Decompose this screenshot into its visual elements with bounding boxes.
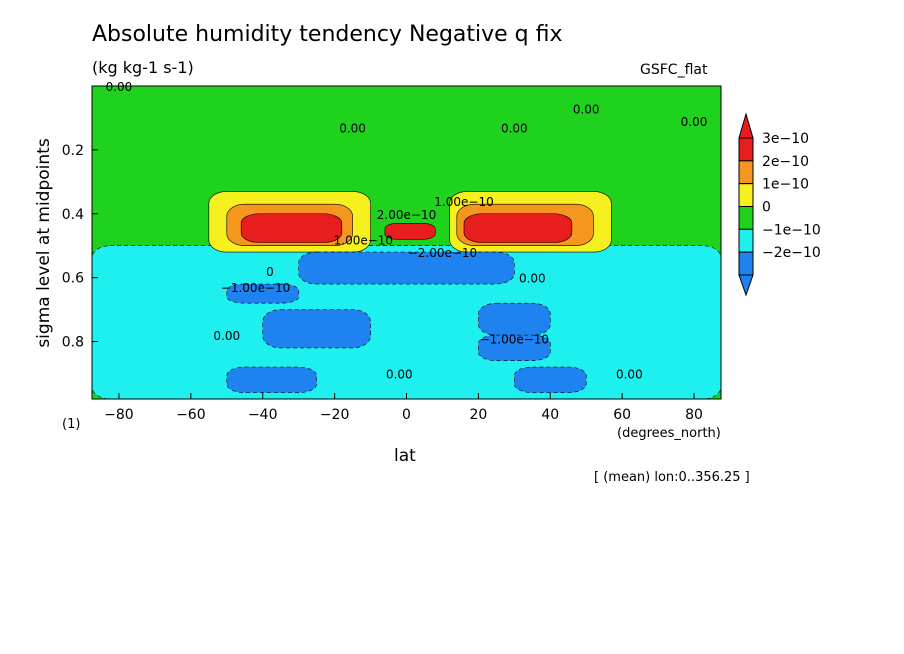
source-label: GSFC_flat: [640, 62, 708, 78]
y-tick-label: 0.2: [62, 143, 84, 159]
contour-label: −2.00e−10: [408, 246, 477, 260]
y-tick-label: 0.8: [62, 335, 84, 351]
contour-label: 0.00: [573, 102, 600, 116]
contour-label: 0.00: [106, 80, 133, 94]
contour-label: 0.00: [339, 122, 366, 136]
contour-label: −1.00e−10: [221, 281, 290, 295]
colorbar-segment: [738, 183, 754, 208]
contour-region: [226, 366, 317, 393]
colorbar-bottom-arrow: [738, 274, 754, 297]
colorbar-label: −2e−10: [762, 245, 821, 261]
colorbar-label: 0: [762, 200, 771, 216]
contour-region: [384, 223, 436, 240]
y-tick-label: 0.4: [62, 207, 84, 223]
x-tick-label: −60: [176, 407, 206, 423]
y-tick-label: 0.6: [62, 271, 84, 287]
chart-units: (kg kg-1 s-1): [92, 58, 194, 77]
colorbar-label: 2e−10: [762, 154, 809, 170]
contour-region: [478, 334, 551, 361]
colorbar-top-arrow: [738, 112, 754, 139]
contour-label: 0.00: [519, 272, 546, 286]
contour-region: [262, 309, 371, 349]
contour-label: 0.00: [681, 115, 708, 129]
contour-label: 0: [266, 265, 274, 279]
contour-label: 1.00e−10: [334, 233, 393, 247]
contour-region: [514, 366, 587, 393]
contour-region: [478, 302, 551, 336]
contour-label: −1.00e−10: [480, 332, 549, 346]
contour-label: 2.00e−10: [377, 208, 436, 222]
colorbar-segment: [738, 206, 754, 230]
colorbar-segment: [738, 137, 754, 162]
colorbar-label: 1e−10: [762, 177, 809, 193]
x-tick-label: 60: [613, 407, 631, 423]
x-tick-label: 80: [685, 407, 703, 423]
contour-label: 0.00: [213, 329, 240, 343]
x-tick-label: 0: [402, 407, 411, 423]
x-tick-label: 20: [469, 407, 487, 423]
y-axis-note: (1): [62, 417, 81, 432]
colorbar-label: 3e−10: [762, 131, 809, 147]
contour-region: [463, 213, 573, 243]
colorbar-label: −1e−10: [762, 222, 821, 238]
x-tick-label: 40: [541, 407, 559, 423]
mean-note: [ (mean) lon:0..356.25 ]: [594, 470, 750, 485]
contour-label: 0.00: [616, 367, 643, 381]
contour-label: 0.00: [501, 122, 528, 136]
colorbar-segment: [738, 251, 754, 276]
x-tick-label: −80: [104, 407, 134, 423]
contour-region: [298, 251, 515, 285]
x-axis-unit: (degrees_north): [617, 426, 721, 441]
x-axis-label: lat: [394, 446, 416, 466]
colorbar-segment: [738, 160, 754, 185]
contour-label: 1.00e−10: [434, 195, 493, 209]
colorbar-segment: [738, 228, 754, 253]
x-tick-label: −20: [320, 407, 350, 423]
chart-title: Absolute humidity tendency Negative q fi…: [92, 22, 563, 47]
contour-region: [240, 213, 343, 243]
contour-region: [226, 283, 299, 304]
x-tick-label: −40: [248, 407, 278, 423]
contour-label: 0.00: [386, 367, 413, 381]
